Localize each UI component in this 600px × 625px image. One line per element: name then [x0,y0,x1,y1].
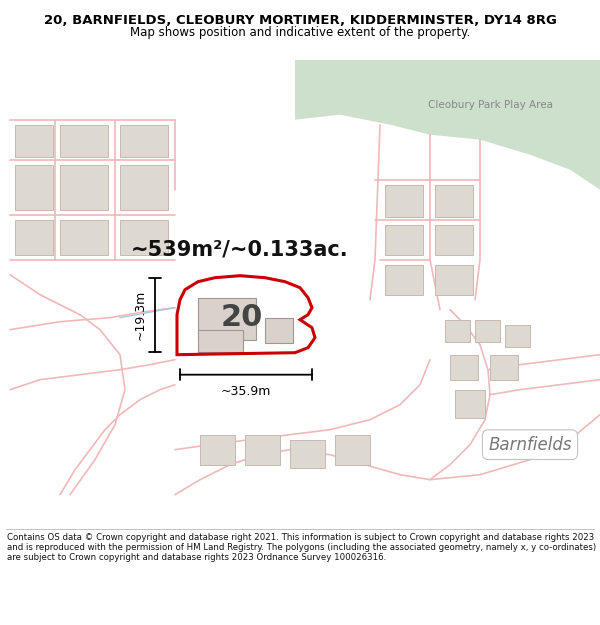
Polygon shape [295,59,600,190]
Bar [120,164,168,210]
Bar [245,434,280,464]
Bar [490,354,518,379]
Text: ~35.9m: ~35.9m [221,384,271,398]
Bar [15,219,53,255]
Bar [455,390,485,418]
Bar [435,224,473,255]
Bar [505,324,530,347]
Bar [200,434,235,464]
Text: Contains OS data © Crown copyright and database right 2021. This information is : Contains OS data © Crown copyright and d… [7,532,596,562]
Bar [435,185,473,217]
Bar [385,185,423,217]
Text: ~19.3m: ~19.3m [134,290,147,340]
Bar [60,219,108,255]
Bar [445,319,470,342]
Bar [435,264,473,294]
Bar [290,439,325,468]
Bar [60,125,108,157]
Text: Map shows position and indicative extent of the property.: Map shows position and indicative extent… [130,26,470,39]
Text: Barnfields: Barnfields [488,436,572,454]
Bar [60,164,108,210]
Text: 20, BARNFIELDS, CLEOBURY MORTIMER, KIDDERMINSTER, DY14 8RG: 20, BARNFIELDS, CLEOBURY MORTIMER, KIDDE… [44,14,556,27]
Text: ~539m²/~0.133ac.: ~539m²/~0.133ac. [131,239,349,260]
Bar [15,125,53,157]
Bar [198,298,256,339]
Bar [335,434,370,464]
Bar [198,329,243,352]
Bar [120,219,168,255]
Bar [450,354,478,379]
Text: Cleobury Park Play Area: Cleobury Park Play Area [427,99,553,110]
Bar [475,319,500,342]
Bar [15,164,53,210]
Bar [385,224,423,255]
Bar [265,318,293,342]
Text: 20: 20 [221,303,263,332]
Bar [385,264,423,294]
Bar [120,125,168,157]
